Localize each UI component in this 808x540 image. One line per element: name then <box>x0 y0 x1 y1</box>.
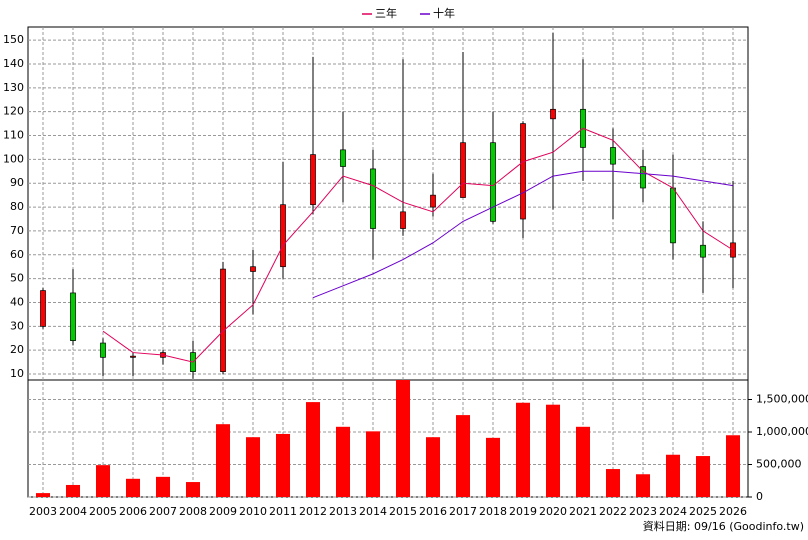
candle-body <box>460 142 466 198</box>
y2-tick-label: 1,500,000 <box>756 393 808 406</box>
candle-body <box>130 355 136 358</box>
legend-label: 十年 <box>433 6 455 20</box>
source-note: 資料日期: 09/16 (Goodinfo.tw) <box>643 519 804 533</box>
x-tick-label: 2011 <box>269 505 297 518</box>
candle-body <box>40 290 46 327</box>
candle-body <box>490 142 496 222</box>
x-tick-label: 2012 <box>299 505 327 518</box>
candle-body <box>700 244 706 258</box>
candle-body <box>100 342 106 358</box>
y-tick-label: 140 <box>3 57 24 70</box>
y-tick-label: 110 <box>3 129 24 142</box>
volume-bar <box>36 493 50 497</box>
y-tick-label: 40 <box>10 295 24 308</box>
candle-body <box>730 242 736 258</box>
candle-body <box>610 147 616 165</box>
volume-bar <box>396 380 410 497</box>
candle-body <box>310 154 316 206</box>
x-tick-label: 2009 <box>209 505 237 518</box>
y2-tick-label: 1,000,000 <box>756 425 808 438</box>
volume-bar <box>276 433 290 497</box>
volume-bar <box>726 435 740 497</box>
x-tick-label: 2016 <box>419 505 447 518</box>
candle-body <box>340 149 346 167</box>
candle-body <box>400 211 406 229</box>
volume-bar <box>66 484 80 497</box>
y-tick-label: 130 <box>3 81 24 94</box>
volume-bar <box>426 437 440 497</box>
x-tick-label: 2005 <box>89 505 117 518</box>
volume-bar <box>576 426 590 497</box>
volume-bar <box>186 482 200 497</box>
y2-tick-label: 0 <box>756 490 763 503</box>
volume-bar <box>486 437 500 497</box>
x-tick-label: 2020 <box>539 505 567 518</box>
legend-label: 三年 <box>375 6 397 20</box>
y-tick-label: 50 <box>10 272 24 285</box>
candle-body <box>670 187 676 244</box>
ma-line <box>102 127 734 363</box>
y2-tick-label: 500,000 <box>756 458 802 471</box>
x-tick-label: 2003 <box>29 505 57 518</box>
candle-body <box>280 204 286 268</box>
candle-body <box>520 123 526 220</box>
volume-bar <box>336 426 350 497</box>
x-tick-label: 2023 <box>629 505 657 518</box>
y-tick-label: 30 <box>10 319 24 332</box>
x-tick-label: 2018 <box>479 505 507 518</box>
volume-bar <box>366 431 380 497</box>
x-tick-label: 2008 <box>179 505 207 518</box>
x-tick-label: 2004 <box>59 505 87 518</box>
x-tick-label: 2022 <box>599 505 627 518</box>
y-tick-label: 70 <box>10 224 24 237</box>
x-tick-label: 2006 <box>119 505 147 518</box>
volume-bar <box>696 456 710 497</box>
x-tick-label: 2019 <box>509 505 537 518</box>
y-tick-label: 100 <box>3 152 24 165</box>
volume-bar <box>96 465 110 497</box>
volume-bar <box>306 402 320 497</box>
x-tick-label: 2024 <box>659 505 687 518</box>
x-tick-label: 2021 <box>569 505 597 518</box>
ma-line <box>312 170 734 299</box>
candle-body <box>430 194 436 208</box>
y-tick-label: 120 <box>3 105 24 118</box>
volume-bar <box>666 454 680 497</box>
x-tick-label: 2013 <box>329 505 357 518</box>
volume-bar <box>606 469 620 497</box>
candle-body <box>70 292 76 341</box>
candle-body <box>370 168 376 229</box>
y-tick-label: 90 <box>10 176 24 189</box>
y-tick-label: 150 <box>3 33 24 46</box>
x-tick-label: 2010 <box>239 505 267 518</box>
volume-bar <box>126 478 140 497</box>
volume-bar <box>636 474 650 497</box>
volume-bar <box>216 424 230 497</box>
volume-bar <box>456 415 470 497</box>
volume-bar <box>156 476 170 497</box>
y-tick-label: 10 <box>10 367 24 380</box>
volume-bar <box>246 437 260 497</box>
candle-body <box>640 166 646 189</box>
volume-bar <box>516 402 530 497</box>
x-tick-label: 2017 <box>449 505 477 518</box>
candle-body <box>250 266 256 272</box>
x-tick-label: 2007 <box>149 505 177 518</box>
candle-body <box>220 268 226 373</box>
x-tick-label: 2014 <box>359 505 387 518</box>
x-tick-label: 2015 <box>389 505 417 518</box>
y-tick-label: 80 <box>10 200 24 213</box>
x-tick-label: 2025 <box>689 505 717 518</box>
x-tick-label: 2026 <box>719 505 747 518</box>
candle-body <box>550 108 556 120</box>
volume-bar <box>546 404 560 497</box>
y-tick-label: 60 <box>10 248 24 261</box>
plot-frame <box>27 26 749 498</box>
y-tick-label: 20 <box>10 343 24 356</box>
